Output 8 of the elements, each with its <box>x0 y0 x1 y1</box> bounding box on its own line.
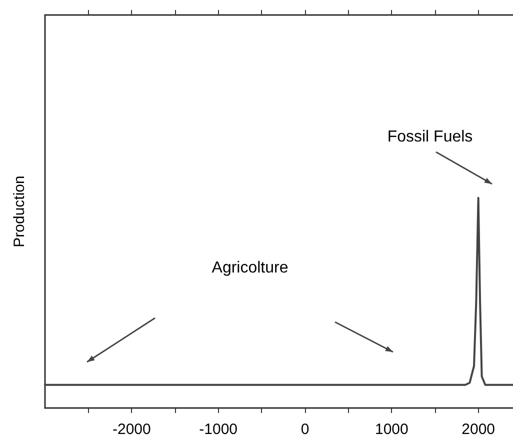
x-tick-label: 2000 <box>462 421 496 438</box>
x-tick-label: -1000 <box>199 421 238 438</box>
annotation: Agricolture <box>212 260 288 276</box>
x-tick-label: 0 <box>300 421 310 438</box>
x-tick-label: -2000 <box>112 421 151 438</box>
x-tick-label: 1000 <box>374 421 408 438</box>
text: Fossil Fuels <box>387 128 473 146</box>
y-axis-title: Production <box>11 176 28 248</box>
